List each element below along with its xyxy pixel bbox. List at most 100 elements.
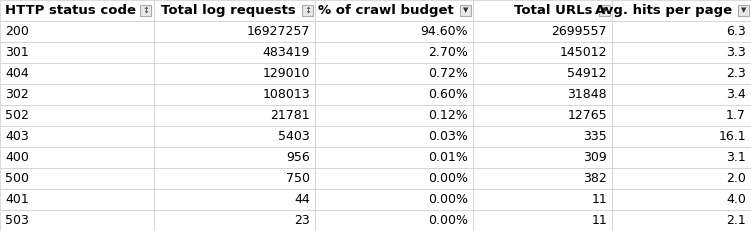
Bar [612, 105, 751, 126]
Bar [0, 168, 154, 189]
Bar [315, 168, 473, 189]
Text: 200: 200 [5, 25, 29, 38]
Bar [612, 42, 751, 63]
Bar [315, 147, 473, 168]
Bar [154, 105, 315, 126]
Text: 2.1: 2.1 [726, 214, 746, 227]
Bar [612, 0, 751, 21]
Bar [315, 189, 473, 210]
Text: 94.60%: 94.60% [421, 25, 468, 38]
FancyBboxPatch shape [460, 5, 471, 16]
Text: 2.70%: 2.70% [428, 46, 468, 59]
Bar [315, 84, 473, 105]
Bar [473, 189, 612, 210]
Bar [612, 168, 751, 189]
Bar [473, 210, 612, 231]
Bar [315, 42, 473, 63]
Text: 301: 301 [5, 46, 29, 59]
Bar [315, 105, 473, 126]
Text: 6.3: 6.3 [726, 25, 746, 38]
Bar [0, 105, 154, 126]
Bar [473, 0, 612, 21]
Bar [612, 189, 751, 210]
Bar [612, 147, 751, 168]
Text: 0.00%: 0.00% [428, 214, 468, 227]
Bar [154, 168, 315, 189]
Bar [0, 126, 154, 147]
Text: 750: 750 [286, 172, 310, 185]
Text: 403: 403 [5, 130, 29, 143]
Text: 1.7: 1.7 [726, 109, 746, 122]
Text: 11: 11 [591, 214, 607, 227]
Bar [0, 147, 154, 168]
Text: 483419: 483419 [263, 46, 310, 59]
Bar [0, 21, 154, 42]
Text: 2.3: 2.3 [726, 67, 746, 80]
Text: 503: 503 [5, 214, 29, 227]
Bar [473, 105, 612, 126]
Bar [612, 210, 751, 231]
Text: 11: 11 [591, 193, 607, 206]
Bar [473, 63, 612, 84]
Bar [0, 210, 154, 231]
Text: 400: 400 [5, 151, 29, 164]
Text: 2.0: 2.0 [726, 172, 746, 185]
Bar [154, 126, 315, 147]
Text: 2699557: 2699557 [551, 25, 607, 38]
FancyBboxPatch shape [599, 5, 610, 16]
Text: 309: 309 [584, 151, 607, 164]
Text: 500: 500 [5, 172, 29, 185]
Text: 0.72%: 0.72% [428, 67, 468, 80]
Bar [473, 21, 612, 42]
Bar [0, 42, 154, 63]
Bar [315, 21, 473, 42]
Text: 31848: 31848 [567, 88, 607, 101]
Bar [315, 63, 473, 84]
Text: 404: 404 [5, 67, 29, 80]
Bar [154, 42, 315, 63]
Bar [0, 84, 154, 105]
FancyBboxPatch shape [738, 5, 749, 16]
Bar [612, 63, 751, 84]
Text: 0.00%: 0.00% [428, 193, 468, 206]
Text: 401: 401 [5, 193, 29, 206]
Text: 956: 956 [286, 151, 310, 164]
Text: 44: 44 [294, 193, 310, 206]
Text: 5403: 5403 [279, 130, 310, 143]
Text: 23: 23 [294, 214, 310, 227]
Text: 129010: 129010 [263, 67, 310, 80]
Bar [315, 0, 473, 21]
Bar [315, 126, 473, 147]
Text: HTTP status code: HTTP status code [5, 4, 136, 17]
Text: 12765: 12765 [567, 109, 607, 122]
Text: 3.3: 3.3 [726, 46, 746, 59]
Text: 0.60%: 0.60% [428, 88, 468, 101]
Text: Avg. hits per page: Avg. hits per page [595, 4, 732, 17]
Text: 4.0: 4.0 [726, 193, 746, 206]
Bar [154, 147, 315, 168]
Text: 3.4: 3.4 [726, 88, 746, 101]
Text: ▼: ▼ [602, 7, 608, 13]
Text: 145012: 145012 [559, 46, 607, 59]
Bar [0, 189, 154, 210]
Text: ▼: ▼ [740, 7, 746, 13]
Bar [612, 84, 751, 105]
Text: 0.03%: 0.03% [428, 130, 468, 143]
FancyBboxPatch shape [140, 5, 151, 16]
Text: Total URLs: Total URLs [514, 4, 593, 17]
Text: Total log requests: Total log requests [161, 4, 296, 17]
Text: 0.00%: 0.00% [428, 172, 468, 185]
Text: 108013: 108013 [262, 88, 310, 101]
Bar [0, 0, 154, 21]
Bar [473, 42, 612, 63]
Text: ▼: ▼ [463, 7, 468, 13]
Bar [154, 189, 315, 210]
FancyBboxPatch shape [302, 5, 313, 16]
Text: 382: 382 [584, 172, 607, 185]
Text: 16927257: 16927257 [246, 25, 310, 38]
Bar [473, 84, 612, 105]
Bar [154, 84, 315, 105]
Text: % of crawl budget: % of crawl budget [318, 4, 454, 17]
Text: ↕: ↕ [304, 6, 311, 15]
Bar [473, 126, 612, 147]
